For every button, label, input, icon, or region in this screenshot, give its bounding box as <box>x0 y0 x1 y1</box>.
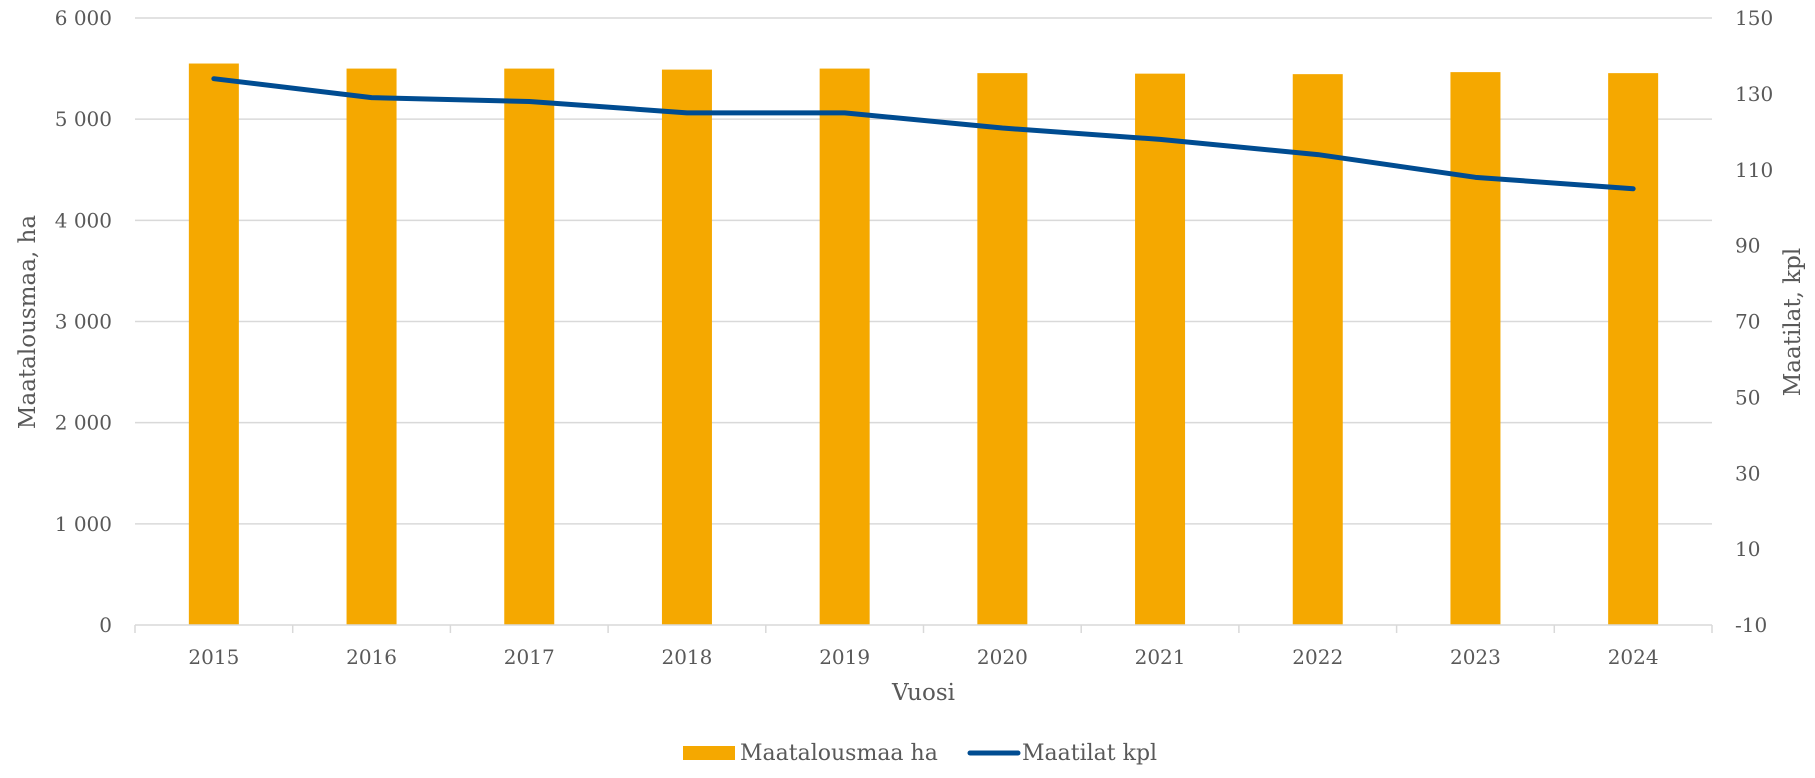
y-tick-label: 3 000 <box>55 310 112 334</box>
line-series-maatilat <box>214 79 1633 189</box>
y2-tick-label: 90 <box>1735 234 1760 258</box>
y-axis-title: Maatalousmaa, ha <box>15 215 41 429</box>
x-tick-label: 2023 <box>1450 645 1501 669</box>
y-tick-label: 5 000 <box>55 107 112 131</box>
legend-swatch-bar <box>683 746 735 760</box>
bar-2019 <box>820 69 870 625</box>
y2-tick-label: 70 <box>1735 310 1760 334</box>
x-tick-label: 2015 <box>188 645 239 669</box>
y2-tick-label: 150 <box>1735 6 1773 30</box>
bar-2015 <box>189 64 239 625</box>
y-tick-label: 6 000 <box>55 6 112 30</box>
x-tick-label: 2019 <box>819 645 870 669</box>
y2-axis-title: Maatilat, kpl <box>1780 248 1806 397</box>
y-tick-label: 1 000 <box>55 512 112 536</box>
bar-2021 <box>1135 74 1185 625</box>
y2-tick-label: 110 <box>1735 158 1773 182</box>
y2-tick-label: 30 <box>1735 461 1760 485</box>
y2-tick-label: -10 <box>1735 613 1767 637</box>
bar-2016 <box>347 69 397 625</box>
y-tick-label: 4 000 <box>55 208 112 232</box>
y2-tick-label: 10 <box>1735 537 1760 561</box>
x-tick-label: 2017 <box>504 645 555 669</box>
y-tick-label: 0 <box>99 613 112 637</box>
bar-2017 <box>504 69 554 625</box>
x-tick-label: 2016 <box>346 645 397 669</box>
x-tick-label: 2024 <box>1608 645 1659 669</box>
x-tick-label: 2021 <box>1135 645 1186 669</box>
x-tick-label: 2022 <box>1292 645 1343 669</box>
bar-2024 <box>1608 73 1658 625</box>
x-axis-title: Vuosi <box>891 680 955 706</box>
legend-label-maatalousmaa: Maatalousmaa ha <box>740 741 938 766</box>
bar-2023 <box>1450 72 1500 625</box>
y2-tick-label: 130 <box>1735 82 1773 106</box>
legend-label-maatilat: Maatilat kpl <box>1022 741 1157 766</box>
x-tick-label: 2020 <box>977 645 1028 669</box>
x-tick-label: 2018 <box>661 645 712 669</box>
bar-2020 <box>977 73 1027 625</box>
y-tick-label: 2 000 <box>55 411 112 435</box>
y2-tick-label: 50 <box>1735 385 1760 409</box>
bar-2018 <box>662 70 712 625</box>
